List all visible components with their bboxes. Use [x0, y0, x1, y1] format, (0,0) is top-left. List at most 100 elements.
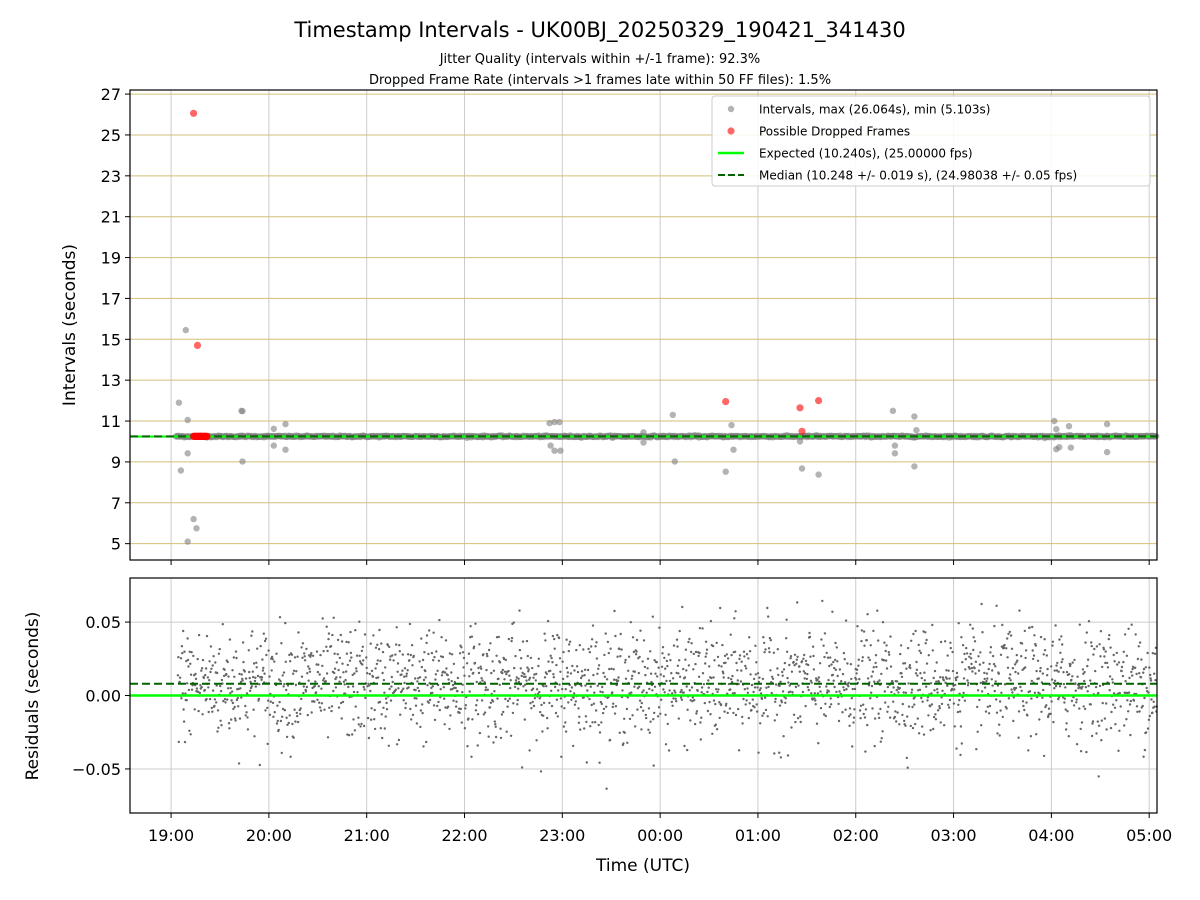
residual-point — [841, 711, 844, 714]
residual-point — [812, 654, 815, 658]
residual-point — [1086, 690, 1089, 693]
residual-point — [383, 727, 386, 730]
residual-point — [1090, 734, 1094, 738]
residual-point — [725, 702, 728, 705]
residual-point — [963, 652, 966, 656]
residual-point — [999, 653, 1003, 656]
residual-point — [214, 661, 217, 664]
residual-point — [859, 704, 863, 707]
residual-point — [205, 634, 209, 638]
residual-point — [590, 703, 593, 707]
residual-point — [979, 681, 982, 685]
residual-point — [300, 646, 303, 649]
residual-point — [1085, 631, 1089, 634]
residual-point — [240, 673, 243, 676]
residual-point — [713, 659, 716, 662]
residual-point — [324, 680, 327, 683]
residual-point — [226, 660, 229, 664]
residual-point — [523, 672, 526, 676]
residual-point — [967, 681, 970, 685]
residual-point — [759, 687, 762, 690]
residual-point — [923, 679, 926, 682]
residual-point — [704, 640, 708, 643]
residual-point — [597, 664, 601, 667]
residual-point — [964, 668, 967, 671]
residual-point — [1041, 696, 1044, 699]
residual-point — [746, 687, 749, 690]
residual-point — [456, 676, 460, 680]
residual-point — [285, 735, 289, 739]
residual-point — [271, 701, 275, 705]
residual-point — [260, 678, 263, 681]
residual-point — [765, 686, 768, 689]
residual-point — [436, 669, 439, 672]
residual-point — [1147, 691, 1150, 694]
residual-point — [640, 728, 643, 731]
residual-point — [1094, 685, 1098, 689]
residual-point — [797, 684, 800, 687]
residual-point — [989, 646, 993, 649]
residual-point — [310, 652, 313, 655]
residual-point — [323, 708, 326, 711]
residual-point — [807, 688, 810, 692]
residual-point — [1020, 655, 1023, 658]
residual-point — [501, 671, 504, 675]
residual-point — [1120, 669, 1123, 673]
residual-point — [683, 744, 686, 748]
residual-point — [864, 708, 868, 711]
residual-point — [507, 669, 510, 673]
residual-point — [873, 717, 877, 720]
residual-points — [176, 599, 1159, 790]
interval-point — [728, 421, 735, 429]
residual-point — [602, 707, 606, 711]
residual-point — [492, 741, 495, 744]
residual-point — [514, 679, 518, 682]
residual-point — [1074, 689, 1078, 692]
residual-point — [248, 670, 251, 674]
residual-point — [613, 609, 616, 613]
interval-point — [796, 438, 804, 445]
residual-point — [460, 721, 463, 724]
residual-point — [215, 684, 218, 687]
residual-point — [1035, 669, 1038, 673]
residual-point — [205, 697, 208, 701]
residual-point — [219, 719, 222, 722]
residual-point — [368, 684, 371, 687]
residual-point — [623, 731, 626, 734]
residual-point — [636, 708, 639, 711]
residual-point — [1060, 635, 1063, 638]
residual-point — [521, 640, 525, 643]
residual-point — [1145, 686, 1148, 690]
residual-point — [361, 663, 364, 666]
residual-point — [774, 700, 777, 703]
residual-point — [833, 666, 836, 670]
residual-point — [767, 615, 770, 618]
residual-point — [509, 734, 513, 737]
residual-point — [227, 675, 230, 678]
residual-point — [650, 680, 653, 684]
residual-point — [1075, 701, 1078, 704]
residual-point — [1025, 701, 1028, 704]
residual-point — [668, 679, 672, 683]
residual-point — [371, 675, 375, 678]
residual-point — [1082, 705, 1085, 708]
interval-point — [282, 446, 289, 453]
residual-point — [557, 636, 561, 640]
residual-point — [630, 677, 633, 680]
residual-point — [1128, 703, 1132, 706]
residual-point — [1081, 668, 1085, 671]
residual-point — [339, 633, 342, 637]
residual-point — [628, 717, 632, 721]
residual-point — [983, 677, 986, 681]
residual-point — [766, 606, 769, 610]
residual-point — [927, 654, 930, 657]
residual-point — [806, 672, 809, 676]
residual-point — [887, 651, 890, 654]
residual-point — [234, 719, 237, 722]
residual-point — [569, 672, 573, 675]
residual-point — [278, 616, 282, 619]
legend-marker-intervals — [727, 105, 735, 113]
residual-point — [296, 720, 300, 724]
interval-point — [1103, 420, 1111, 428]
residual-point — [908, 664, 912, 667]
